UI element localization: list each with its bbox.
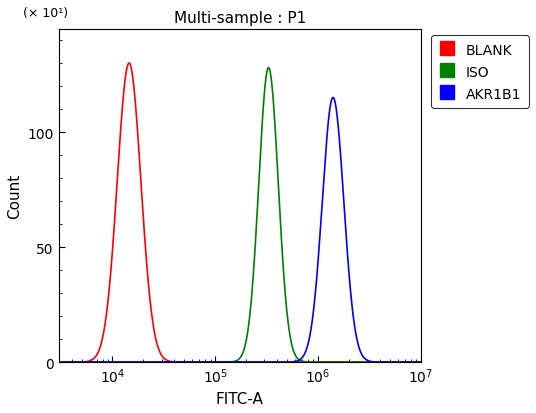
Y-axis label: Count: Count	[7, 173, 22, 218]
X-axis label: FITC-A: FITC-A	[216, 391, 264, 406]
Title: Multi-sample : P1: Multi-sample : P1	[174, 11, 306, 26]
Legend: BLANK, ISO, AKR1B1: BLANK, ISO, AKR1B1	[431, 36, 528, 108]
Text: (× 10¹): (× 10¹)	[23, 7, 68, 19]
